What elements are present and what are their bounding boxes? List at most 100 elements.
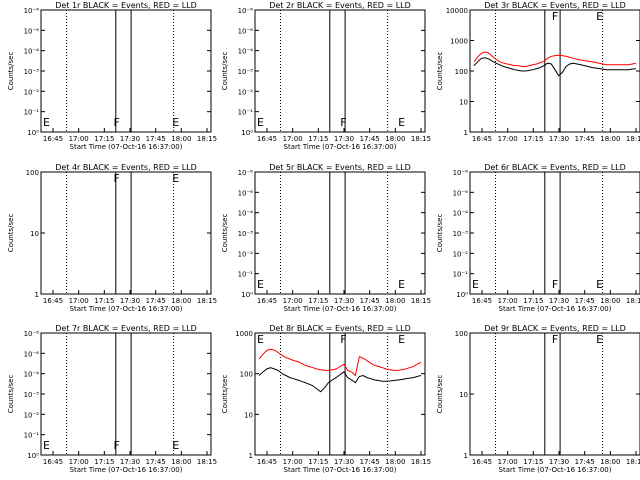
y-tick-label: 10⁻¹ [24, 109, 40, 117]
y-tick-label: 10⁻¹ [453, 271, 469, 279]
x-tick-label: 17:15 [94, 458, 114, 466]
y-tick-label: 10⁻¹ [24, 432, 40, 440]
event-marker-label: F [114, 439, 120, 452]
x-tick-label: 18:00 [171, 297, 191, 305]
y-tick-label: 10 [30, 230, 39, 238]
panel-det-5: Det 5r BLACK = Events, RED = LLD Counts/s… [221, 163, 431, 313]
y-tick-label: 10 [244, 411, 253, 419]
x-tick-label: 16:45 [472, 297, 492, 305]
x-tick-label: 17:30 [549, 297, 569, 305]
x-tick-label: 17:15 [308, 297, 328, 305]
x-tick-label: 16:45 [43, 135, 63, 143]
y-tick-label: 10⁻⁶ [453, 169, 469, 177]
panel-det-6: Det 6r BLACK = Events, RED = LLD Counts/s… [436, 163, 640, 313]
y-tick-label: 10⁻⁶ [453, 189, 469, 197]
event-marker-label: F [552, 10, 558, 23]
x-tick-label: 18:15 [626, 297, 640, 305]
y-axis-label: Counts/sec [221, 214, 229, 253]
event-marker-label: E [596, 10, 603, 23]
panel-det-7: Det 7r BLACK = Events, RED = LLD Counts/s… [7, 324, 217, 474]
x-tick-label: 16:45 [257, 297, 277, 305]
x-tick-label: 17:15 [94, 297, 114, 305]
y-tick-label: 10⁻³ [238, 68, 254, 76]
y-tick-label: 10 [459, 99, 468, 107]
y-tick-label: 10⁻⁶ [24, 7, 40, 15]
x-tick-label: 16:45 [257, 135, 277, 143]
event-marker-label: E [596, 333, 603, 346]
x-tick-label: 18:00 [385, 297, 405, 305]
y-tick-label: 10⁻¹ [238, 109, 254, 117]
x-axis-label: Start Time (07-Oct-16 16:37:00) [70, 466, 183, 474]
x-tick-label: 17:00 [283, 135, 303, 143]
x-tick-label: 18:00 [385, 135, 405, 143]
events-series-line [258, 367, 422, 393]
x-tick-label: 18:15 [626, 135, 640, 143]
y-tick-label: 10 [459, 391, 468, 399]
panel-det-3: Det 3r BLACK = Events, RED = LLD Counts/s… [436, 1, 640, 143]
y-axis-label: Counts/sec [7, 52, 15, 91]
event-marker-label: E [257, 333, 264, 346]
y-axis-label: Counts/sec [7, 214, 15, 253]
panel-title: Det 2r BLACK = Events, RED = LLD [269, 1, 411, 10]
x-tick-label: 16:45 [472, 135, 492, 143]
y-tick-label: 1000 [450, 38, 468, 46]
y-tick-label: 100 [455, 68, 468, 76]
y-tick-label: 10⁻⁶ [238, 169, 254, 177]
event-marker-label: E [257, 278, 264, 291]
y-axis-label: Counts/sec [436, 52, 444, 91]
y-tick-label: 100 [240, 371, 253, 379]
y-tick-label: 10⁻⁴ [238, 48, 254, 56]
panel-det-1: Det 1r BLACK = Events, RED = LLD Counts/s… [7, 1, 217, 151]
y-tick-label: 10⁻¹ [238, 271, 254, 279]
x-tick-label: 16:45 [43, 458, 63, 466]
y-tick-label: 1000 [235, 330, 253, 338]
y-tick-label: 10⁻² [24, 411, 40, 419]
y-tick-label: 10⁰ [456, 291, 468, 299]
event-marker-label: F [340, 116, 346, 129]
y-tick-label: 10⁻² [238, 250, 254, 258]
x-tick-label: 16:45 [472, 458, 492, 466]
panel-title: Det 9r BLACK = Events, RED = LLD [484, 324, 626, 333]
x-tick-label: 18:15 [411, 297, 431, 305]
x-tick-label: 17:15 [308, 458, 328, 466]
y-tick-label: 10⁻³ [238, 230, 254, 238]
y-axis-label: Counts/sec [436, 375, 444, 414]
x-axis-label: Start Time (07-Oct-16 16:37:00) [499, 305, 612, 313]
x-tick-label: 17:00 [498, 458, 518, 466]
x-tick-label: 17:45 [575, 297, 595, 305]
x-axis-label: Start Time (07-Oct-16 16:37:00) [70, 143, 183, 151]
event-marker-label: E [43, 439, 50, 452]
y-tick-label: 10⁻⁶ [24, 27, 40, 35]
event-marker-label: F [552, 333, 558, 346]
x-tick-label: 17:00 [69, 135, 89, 143]
y-tick-label: 10⁰ [27, 129, 39, 137]
y-axis-label: Counts/sec [221, 52, 229, 91]
y-tick-label: 10⁻⁴ [24, 48, 40, 56]
events-series-line [473, 57, 637, 77]
y-tick-label: 10⁰ [241, 291, 253, 299]
x-axis-label: Start Time (07-Oct-16 16:37:00) [284, 305, 397, 313]
panel-det-2: Det 2r BLACK = Events, RED = LLD Counts/s… [221, 1, 431, 151]
event-marker-label: E [172, 172, 179, 185]
x-tick-label: 17:30 [120, 135, 140, 143]
x-tick-label: 18:15 [197, 135, 217, 143]
panel-title: Det 5r BLACK = Events, RED = LLD [269, 163, 411, 172]
lld-series-line [258, 348, 422, 377]
y-tick-label: 10⁻³ [453, 230, 469, 238]
x-tick-label: 18:00 [600, 297, 620, 305]
x-tick-label: 17:45 [146, 458, 166, 466]
y-tick-label: 10⁻³ [24, 68, 40, 76]
x-tick-label: 17:45 [146, 135, 166, 143]
x-tick-label: 17:00 [69, 297, 89, 305]
panel-title: Det 8r BLACK = Events, RED = LLD [269, 324, 411, 333]
x-tick-label: 18:00 [600, 135, 620, 143]
x-tick-label: 18:00 [600, 458, 620, 466]
y-tick-label: 10⁻⁶ [238, 189, 254, 197]
event-marker-label: E [172, 116, 179, 129]
x-tick-label: 18:15 [626, 458, 640, 466]
panel-det-8: Det 8r BLACK = Events, RED = LLD Counts/s… [221, 324, 431, 474]
panel-det-4: Det 4r BLACK = Events, RED = LLD Counts/s… [7, 163, 217, 313]
panel-title: Det 7r BLACK = Events, RED = LLD [55, 324, 197, 333]
x-tick-label: 17:30 [549, 135, 569, 143]
